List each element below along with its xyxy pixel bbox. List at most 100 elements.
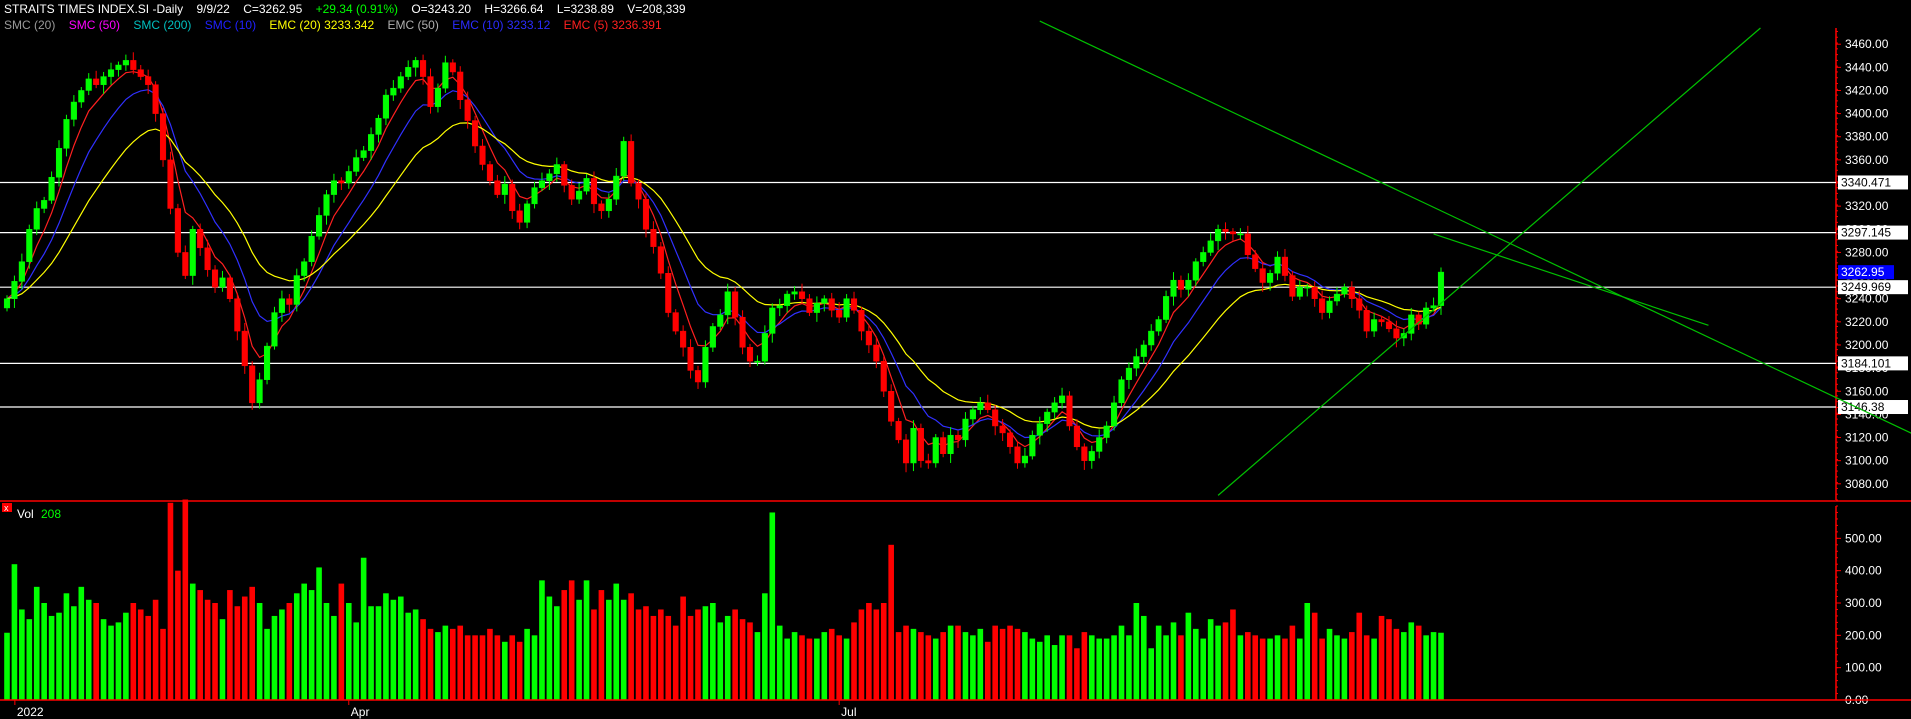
volume-bar (308, 590, 315, 700)
candle-down (1014, 446, 1021, 464)
volume-bar (33, 586, 40, 700)
candle-up (538, 180, 546, 188)
volume-bar (702, 606, 709, 700)
candle-up (11, 281, 18, 299)
candle-down (130, 60, 137, 70)
candle-up (345, 171, 352, 184)
candle-up (605, 198, 612, 212)
price-tick-label: 3220.00 (1845, 315, 1889, 329)
candle-up (843, 298, 850, 318)
candle-up (63, 119, 70, 149)
volume-bar (1081, 632, 1088, 700)
candle-down (1007, 432, 1014, 448)
volume-bar (1267, 638, 1273, 700)
volume-bar (1415, 625, 1422, 700)
candle-down (286, 298, 293, 305)
candle-up (546, 173, 553, 181)
candle-down (1311, 286, 1318, 299)
volume-bar (1438, 632, 1444, 700)
price-tick-label: 3100.00 (1845, 454, 1889, 468)
volume-bar (85, 599, 92, 700)
volume-bar (1230, 609, 1236, 700)
trendline (1039, 20, 1911, 434)
volume-bar (591, 609, 597, 700)
candle-up (524, 203, 531, 223)
volume-bar (427, 628, 434, 700)
candle-up (107, 69, 115, 77)
price-level-label: 3297.145 (1841, 226, 1891, 240)
candle-down (880, 360, 887, 392)
candle-down (457, 71, 464, 100)
candle-up (375, 117, 382, 135)
volume-bar (323, 603, 330, 700)
volume-bar (1222, 622, 1229, 700)
candle-down (865, 330, 872, 346)
price-tick-label: 3280.00 (1845, 245, 1889, 259)
volume-bar (613, 583, 620, 700)
candle-up (368, 134, 375, 151)
trendline (1217, 27, 1761, 496)
volume-bar (984, 641, 991, 700)
volume-bar (1282, 638, 1288, 700)
candle-down (226, 277, 233, 299)
candle-up (1192, 261, 1199, 281)
volume-bar (583, 580, 590, 700)
volume-bar (992, 625, 998, 700)
volume-tick-label: 400.00 (1845, 564, 1882, 578)
price-level-tag (1838, 175, 1908, 190)
candle-down (234, 298, 241, 332)
volume-bar (331, 615, 337, 700)
candle-down (449, 62, 456, 73)
candle-down (1244, 233, 1251, 255)
volume-bar (1118, 625, 1125, 700)
candle-down (732, 291, 739, 318)
volume-bar (286, 603, 293, 700)
volume-bar (219, 619, 226, 700)
date-tick-label: 2022 (17, 705, 44, 719)
volume-bar (1297, 638, 1303, 700)
volume-bar (93, 603, 99, 700)
candle-down (338, 180, 345, 184)
candle-up (316, 215, 323, 237)
ema-5-line (6, 71, 1442, 448)
candle-up (1111, 402, 1118, 427)
candle-down (137, 69, 144, 77)
volume-bar (487, 628, 493, 700)
indicator-emc5: EMC (5) 3236.391 (563, 18, 662, 32)
price-level-tag (1838, 225, 1908, 240)
price-tick-label: 3380.00 (1845, 130, 1889, 144)
volume-bar (539, 580, 545, 700)
volume-bar (353, 622, 360, 700)
volume-bar (769, 512, 776, 700)
volume-bar (1133, 603, 1140, 700)
close-value: C=3262.95 (243, 2, 303, 16)
volume-bar (739, 619, 746, 700)
volume-bar (866, 603, 872, 700)
candle-up (26, 229, 33, 262)
volume-bar (204, 599, 211, 700)
close-pane-icon[interactable] (2, 503, 12, 512)
price-tick-label: 3320.00 (1845, 199, 1889, 213)
volume-bar (1036, 641, 1043, 700)
candle-up (189, 229, 196, 276)
volume-bar (1178, 635, 1184, 700)
volume-bar (732, 609, 738, 700)
volume-bar (479, 635, 486, 700)
candle-down (1066, 395, 1073, 427)
candle-up (613, 175, 620, 200)
volume-bar (383, 593, 389, 700)
volume-bar (620, 599, 627, 700)
candle-up (442, 62, 449, 89)
candle-up (717, 314, 724, 327)
price-tick-label: 3400.00 (1845, 107, 1889, 121)
candle-down (516, 210, 523, 223)
price-level-tag (1838, 400, 1908, 415)
volume-bar (1349, 632, 1355, 700)
volume-bar (970, 635, 976, 700)
volume-bar (910, 628, 917, 700)
volume-bar (1066, 635, 1073, 700)
volume-bar (1111, 635, 1117, 700)
candle-up (115, 64, 122, 70)
